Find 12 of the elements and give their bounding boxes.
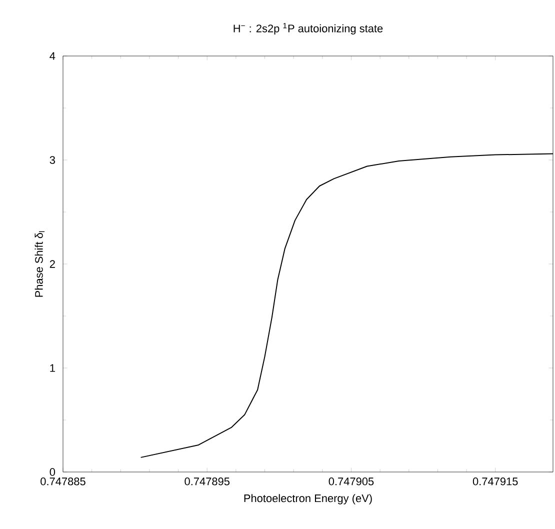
y-tick-label: 0: [50, 468, 56, 476]
x-tick-label: 0.747905: [328, 478, 374, 486]
y-tick-label: 4: [50, 52, 56, 60]
x-axis-title: Photoelectron Energy (eV): [244, 494, 372, 504]
x-tick-label: 0.747885: [40, 478, 86, 486]
x-tick-label: 0.747895: [184, 478, 230, 486]
y-tick-label: 1: [50, 364, 55, 372]
y-tick-label: 2: [50, 260, 55, 268]
y-tick-label: 3: [50, 156, 55, 164]
chart-title: H$^{−}$ : 2s2p $^{1}$P autoionizing state: [234, 22, 383, 34]
y-axis-title: Phase Shift δ$_{l}$: [34, 231, 45, 297]
x-tick-label: 0.747915: [472, 478, 518, 486]
